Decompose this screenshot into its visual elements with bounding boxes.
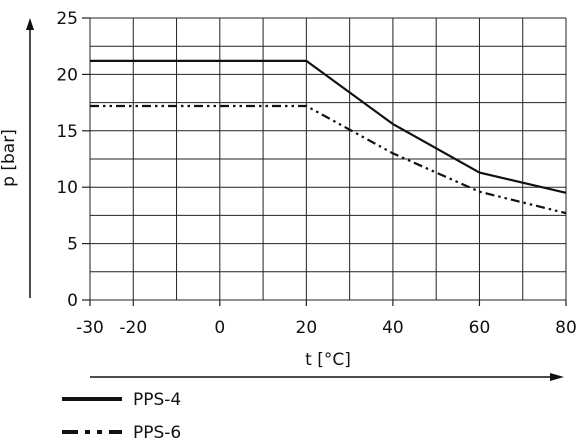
x-axis-label: t [°C]: [305, 350, 351, 370]
series-line-pps-6: [90, 104, 567, 215]
y-tick-label: 0: [67, 291, 78, 311]
x-tick-label: -30: [76, 318, 104, 338]
x-tick-label: 60: [469, 318, 491, 338]
y-axis-label: p [bar]: [0, 129, 19, 187]
y-tick-label: 20: [56, 65, 78, 85]
y-tick-label: 25: [56, 9, 78, 29]
x-tick-label: 80: [555, 318, 577, 338]
y-tick-label: 5: [67, 235, 78, 255]
x-tick-label: 20: [296, 318, 318, 338]
y-axis: 0 5 10 15 20 25: [56, 9, 90, 311]
x-axis: -30 -20 0 20 40 60 80: [76, 300, 577, 338]
y-tick-label: 10: [56, 178, 78, 198]
grid: [89, 17, 567, 301]
x-tick-label: 0: [214, 318, 225, 338]
y-axis-arrow-head: [26, 18, 34, 30]
legend-label-pps-6: PPS-6: [133, 423, 181, 443]
legend: PPS-4 PPS-6: [62, 390, 181, 443]
series-layer: [90, 59, 567, 215]
x-tick-label: -20: [119, 318, 147, 338]
legend-label-pps-4: PPS-4: [133, 390, 181, 410]
series-line-pps-4: [90, 59, 567, 194]
x-axis-arrow-head: [550, 373, 564, 381]
y-tick-label: 15: [56, 122, 78, 142]
x-tick-label: 40: [382, 318, 404, 338]
